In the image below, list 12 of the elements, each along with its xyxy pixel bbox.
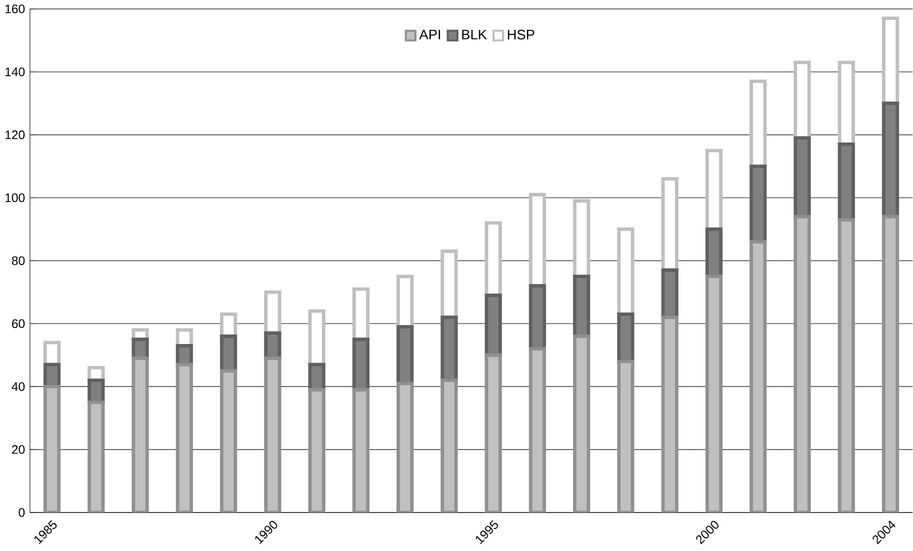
legend-label: API [419,30,440,40]
y-tick-label: 60 [12,319,25,328]
y-tick-label: 100 [6,193,25,202]
y-tick-label: 20 [12,445,25,454]
y-tick-label: 40 [12,382,25,391]
y-tick-label: 0 [18,508,25,517]
legend-label: BLK [462,30,487,40]
y-tick-label: 160 [6,4,25,14]
y-tick-label: 140 [6,67,25,76]
y-tick-label: 80 [12,256,25,265]
legend-label: HSP [508,30,534,40]
y-tick-label: 120 [6,130,25,140]
